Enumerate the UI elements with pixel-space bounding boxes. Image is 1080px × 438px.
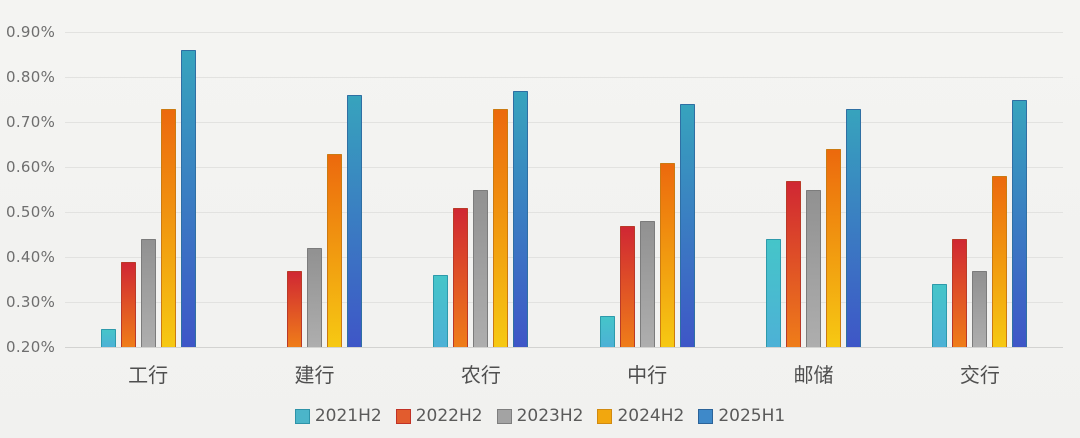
plot-area — [65, 32, 1063, 348]
legend-label: 2025H1 — [718, 406, 786, 426]
bar-2024H2-交行 — [992, 176, 1008, 347]
y-axis-tick-label: 0.80% — [6, 68, 56, 86]
x-axis-category-label: 农行 — [460, 363, 501, 387]
gridline — [65, 212, 1063, 213]
bar-2022H2-中行 — [619, 225, 635, 347]
bar-2025H1-邮储 — [846, 108, 861, 347]
bar-2024H2-邮储 — [826, 149, 841, 347]
bar-2021H2-工行 — [100, 329, 116, 347]
bar-2022H2-邮储 — [786, 180, 801, 347]
bar-2021H2-交行 — [932, 284, 948, 347]
legend-swatch-icon — [294, 408, 310, 424]
bar-2025H1-工行 — [180, 50, 196, 347]
legend-item-2024H2: 2024H2 — [597, 406, 684, 426]
bar-group-邮储 — [766, 108, 861, 347]
legend: 2021H2 2022H2 2023H2 2024H2 2025H1 — [0, 406, 1080, 426]
y-axis-tick-label: 0.40% — [6, 248, 56, 266]
x-axis-category-label: 邮储 — [793, 363, 834, 387]
bar-2024H2-中行 — [659, 162, 675, 347]
bar-2023H2-交行 — [972, 270, 988, 347]
y-axis-tick-label: 0.30% — [6, 293, 56, 311]
bar-2022H2-工行 — [120, 261, 136, 347]
legend-label: 2022H2 — [415, 406, 483, 426]
legend-swatch-icon — [395, 408, 411, 424]
bar-2021H2-农行 — [433, 275, 449, 347]
bar-2021H2-邮储 — [766, 239, 781, 347]
y-axis-tick-label: 0.20% — [6, 338, 56, 356]
legend-label: 2021H2 — [314, 406, 382, 426]
bar-2022H2-农行 — [453, 207, 469, 347]
y-axis-tick-label: 0.90% — [6, 23, 56, 41]
y-axis-tick-label: 0.60% — [6, 158, 56, 176]
bar-2025H1-中行 — [679, 104, 695, 347]
bar-2025H1-交行 — [1012, 99, 1028, 347]
bar-group-交行 — [932, 99, 1028, 347]
bar-2024H2-农行 — [493, 108, 509, 347]
gridline — [65, 257, 1063, 258]
bar-2022H2-建行 — [287, 270, 302, 347]
legend-swatch-icon — [698, 408, 714, 424]
bar-2024H2-工行 — [160, 108, 176, 347]
gridline — [65, 167, 1063, 168]
y-axis-tick-label: 0.50% — [6, 203, 56, 221]
y-axis-tick-label: 0.70% — [6, 113, 56, 131]
legend-label: 2023H2 — [516, 406, 584, 426]
bar-2021H2-中行 — [599, 315, 615, 347]
legend-swatch-icon — [597, 408, 613, 424]
bar-2025H1-农行 — [513, 90, 529, 347]
bar-2023H2-建行 — [307, 248, 322, 347]
bar-2023H2-中行 — [639, 221, 655, 347]
gridline — [65, 77, 1063, 78]
bar-group-工行 — [100, 50, 196, 347]
legend-item-2022H2: 2022H2 — [395, 406, 483, 426]
bar-group-农行 — [433, 90, 529, 347]
gridline — [65, 347, 1063, 348]
legend-item-2021H2: 2021H2 — [294, 406, 382, 426]
bar-2023H2-邮储 — [806, 189, 821, 347]
bar-2022H2-交行 — [952, 239, 968, 347]
bar-group-建行 — [267, 95, 362, 347]
gridline — [65, 302, 1063, 303]
bar-2025H1-建行 — [347, 95, 362, 347]
legend-item-2025H1: 2025H1 — [698, 406, 785, 426]
x-axis-category-label: 交行 — [959, 363, 1000, 387]
gridline — [65, 32, 1063, 33]
legend-label: 2024H2 — [617, 406, 685, 426]
bar-2023H2-工行 — [140, 239, 156, 347]
bar-group-中行 — [599, 104, 695, 347]
bar-2024H2-建行 — [327, 153, 342, 347]
x-axis-category-label: 建行 — [294, 363, 335, 387]
bar-2023H2-农行 — [473, 189, 489, 347]
legend-item-2023H2: 2023H2 — [496, 406, 584, 426]
legend-swatch-icon — [496, 408, 512, 424]
gridline — [65, 122, 1063, 123]
x-axis-category-label: 工行 — [128, 363, 169, 387]
x-axis-category-label: 中行 — [627, 363, 668, 387]
